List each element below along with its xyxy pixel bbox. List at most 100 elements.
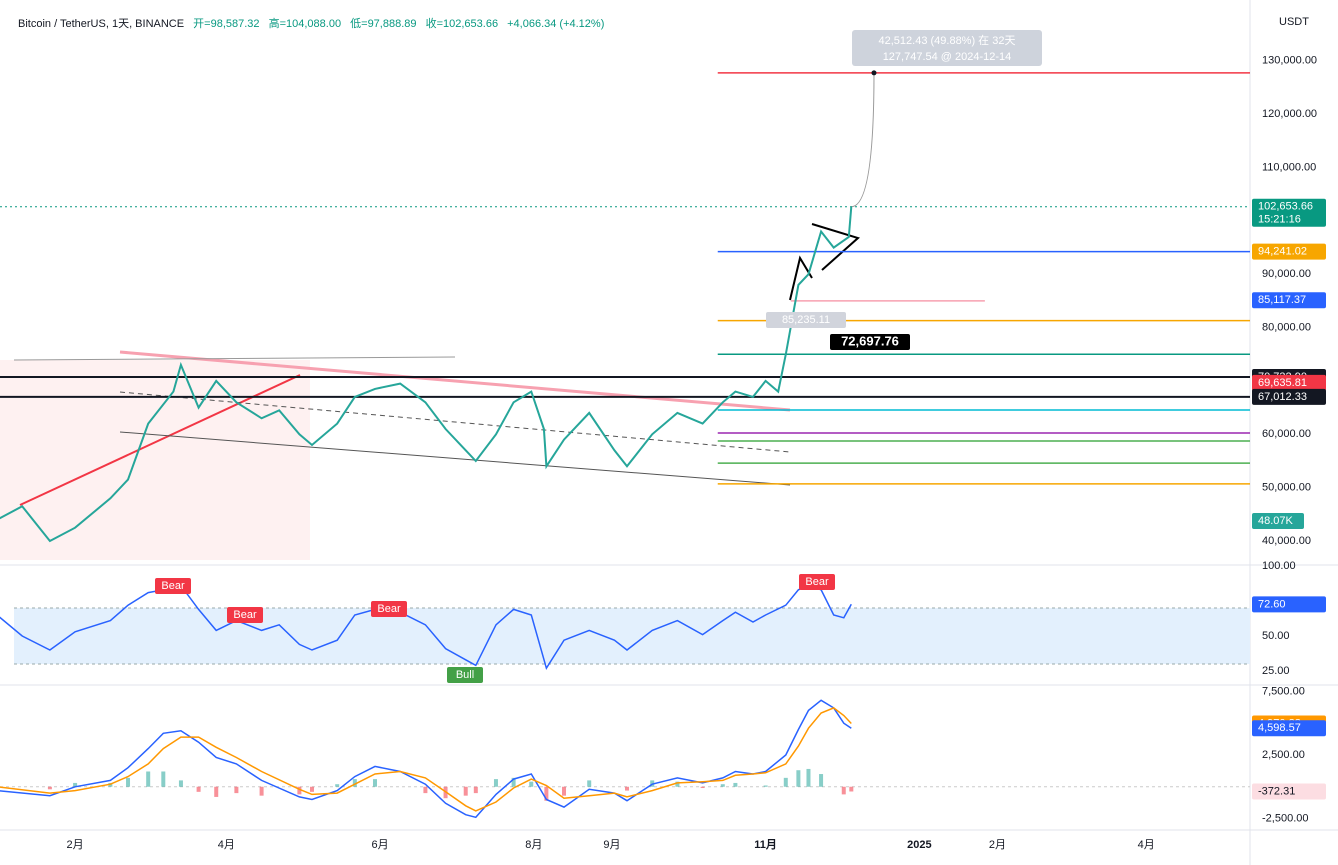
axis-price-text: 4,598.57: [1258, 722, 1301, 734]
open: 开=98,587.32: [193, 18, 260, 30]
axis-price-label: [1252, 783, 1326, 800]
histogram-bar: [73, 782, 78, 787]
annotation-box: [830, 334, 910, 350]
close: 收=102,653.66: [425, 18, 499, 30]
trendline: [119, 350, 791, 412]
annotation: 85,235.11: [782, 314, 830, 326]
histogram-bar: [493, 779, 498, 787]
y-tick-label: 110,000.00: [1262, 161, 1316, 173]
axis-price-label: [1252, 198, 1326, 227]
histogram-bar: [511, 777, 516, 787]
histogram-bar: [196, 786, 201, 792]
axis-price-text: 85,117.37: [1258, 294, 1306, 306]
pattern: [789, 223, 860, 301]
change: +4,066.34 (+4.12%): [507, 18, 605, 30]
header: Bitcoin / TetherUS, 1天, BINANCE 开=98,587…: [18, 15, 610, 31]
axis-price-text: 69,635.81: [1258, 377, 1307, 389]
histogram-bar: [297, 786, 302, 795]
axis-price-text: 94,241.02: [1258, 246, 1307, 258]
y-tick-label: 25.00: [1262, 665, 1290, 677]
volume-label-box: [1252, 513, 1304, 529]
histogram-bar: [763, 785, 768, 787]
histogram-bar: [733, 782, 738, 787]
projection-sublabel: 127,747.54 @ 2024-12-14: [883, 51, 1012, 63]
annotation-box: [799, 574, 835, 590]
rsi-band: [14, 607, 1250, 664]
annotation-box: [766, 312, 846, 328]
series-line: [0, 707, 852, 812]
high: 高=104,088.00: [268, 18, 342, 30]
histogram-bar: [335, 784, 340, 787]
x-tick-label: 8月: [525, 839, 542, 851]
volume-label: 48.07K: [1258, 515, 1294, 527]
y-tick-label: 120,000.00: [1262, 108, 1317, 120]
projection: [851, 72, 875, 208]
histogram-bar: [625, 786, 630, 791]
axis-price-text: 67,012.33: [1258, 391, 1307, 403]
axis-price-label: [1252, 388, 1326, 405]
histogram-bar: [675, 781, 680, 787]
x-tick-label: 6月: [371, 839, 388, 851]
axis-price-label: [1252, 243, 1326, 260]
axis-price-label: [1252, 292, 1326, 309]
histogram-bar: [841, 786, 846, 795]
projection-end: [871, 70, 877, 76]
axis-price-label: [1252, 374, 1326, 391]
histogram-bar: [700, 786, 705, 789]
projection-label: 42,512.43 (49.88%) 在 32天: [879, 34, 1016, 47]
annotation: Bear: [233, 609, 257, 621]
y-tick-label: 80,000.00: [1262, 321, 1311, 333]
trendline: [13, 356, 456, 361]
annotation-box: [155, 578, 191, 594]
annotation: Bear: [805, 576, 829, 588]
annotation-box: [227, 607, 263, 623]
histogram-bar: [849, 786, 854, 792]
histogram-bar: [423, 786, 428, 794]
annotation: Bull: [456, 669, 474, 681]
currency: USDT: [1279, 16, 1309, 28]
histogram-bar: [783, 777, 788, 787]
x-tick-label: 4月: [1138, 839, 1155, 851]
histogram-bar: [463, 786, 468, 796]
histogram-bar: [796, 770, 801, 787]
histogram-bar: [373, 779, 377, 787]
symbol: Bitcoin / TetherUS, 1天, BINANCE: [18, 18, 185, 30]
y-tick-label: 40,000.00: [1262, 535, 1311, 547]
histogram-bar: [720, 784, 725, 787]
y-tick-label: 7,500.00: [1262, 685, 1305, 697]
histogram-bar: [309, 786, 314, 792]
annotation: Bear: [377, 603, 401, 615]
histogram-bar: [562, 786, 567, 796]
histogram-bar: [473, 786, 478, 794]
histogram-bar: [178, 780, 183, 787]
histogram-bar: [214, 786, 219, 797]
histogram-bar: [234, 786, 239, 794]
axis-price-text: -372.31: [1258, 785, 1295, 797]
y-tick-label: 60,000.00: [1262, 428, 1311, 440]
axis-price-text: 102,653.66: [1258, 201, 1313, 213]
x-tick-label: 2025: [907, 839, 931, 851]
y-tick-label: 50,000.00: [1262, 482, 1311, 494]
trendline: [119, 431, 791, 486]
x-tick-label: 2月: [67, 839, 84, 851]
histogram-bar: [259, 786, 264, 796]
x-tick-label: 11月: [754, 838, 777, 851]
histogram-bar: [126, 777, 131, 787]
series-line: [0, 206, 853, 543]
y-tick-label: 50.00: [1262, 630, 1290, 642]
histogram-bar: [587, 780, 592, 787]
trendline: [119, 391, 791, 453]
y-tick-label: -2,500.00: [1262, 812, 1308, 824]
histogram-bar: [146, 771, 151, 787]
histogram-bar: [806, 768, 811, 787]
y-tick-label: 2,500.00: [1262, 749, 1305, 761]
projection-box: [852, 30, 1042, 66]
histogram-bar: [819, 774, 824, 787]
low: 低=97,888.89: [350, 18, 417, 30]
histogram-bar: [47, 786, 52, 790]
annotation-box: [371, 601, 407, 617]
y-tick-label: 100.00: [1262, 560, 1296, 572]
histogram-bar: [161, 771, 166, 787]
